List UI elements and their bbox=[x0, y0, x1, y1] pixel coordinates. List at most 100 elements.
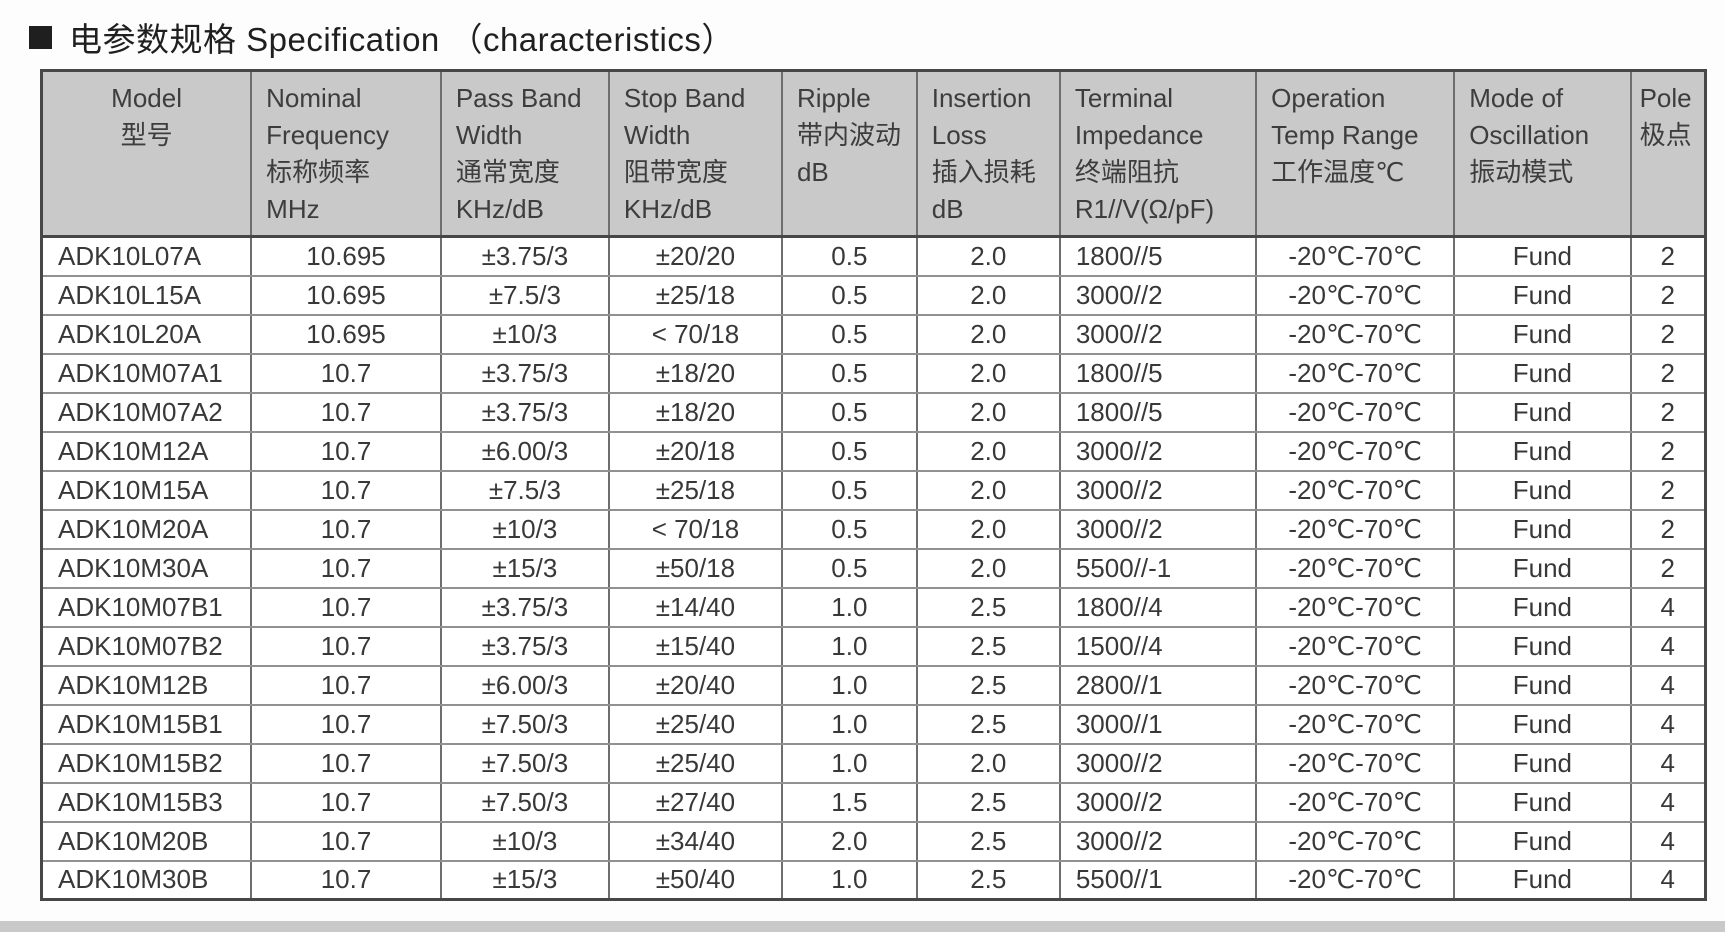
cell-mode-of-oscillation: Fund bbox=[1453, 664, 1632, 706]
column-header-line: 带内波动 bbox=[796, 120, 901, 150]
cell-model: ADK10M20B bbox=[40, 820, 253, 862]
cell-model: ADK10M12B bbox=[40, 664, 253, 706]
cell-stop-band-width: ±15/40 bbox=[607, 625, 783, 667]
cell-nominal-frequency: 10.7 bbox=[250, 781, 442, 823]
cell-pass-band-width: ±7.50/3 bbox=[439, 781, 610, 823]
cell-nominal-frequency: 10.7 bbox=[250, 352, 442, 394]
cell-ripple: 0.5 bbox=[780, 547, 918, 589]
cell-nominal-frequency: 10.7 bbox=[250, 547, 442, 589]
cell-ripple: 1.0 bbox=[780, 703, 918, 745]
cell-insertion-loss: 2.0 bbox=[915, 391, 1061, 433]
cell-stop-band-width: ±34/40 bbox=[607, 820, 783, 862]
column-header-line: Loss bbox=[931, 120, 987, 150]
cell-mode-of-oscillation: Fund bbox=[1453, 391, 1632, 433]
cell-ripple: 0.5 bbox=[780, 430, 918, 472]
column-header-operation-temp-range: Operation Temp Range 工作温度℃ bbox=[1255, 69, 1456, 238]
cell-insertion-loss: 2.5 bbox=[915, 625, 1061, 667]
column-header-line: Mode of bbox=[1469, 83, 1564, 113]
cell-model: ADK10M15B2 bbox=[40, 742, 253, 784]
cell-operation-temp-range: -20℃-70℃ bbox=[1255, 742, 1456, 784]
cell-operation-temp-range: -20℃-70℃ bbox=[1255, 625, 1456, 667]
cell-ripple: 2.0 bbox=[780, 820, 918, 862]
column-header-line: 标称频率 bbox=[266, 157, 371, 187]
cell-terminal-impedance: 3000//2 bbox=[1058, 781, 1258, 823]
table-row: ADK10M07A2 10.7 ±3.75/3 ±18/20 0.5 2.0 1800//5… bbox=[40, 391, 1707, 433]
cell-operation-temp-range: -20℃-70℃ bbox=[1255, 313, 1456, 355]
cell-mode-of-oscillation: Fund bbox=[1453, 235, 1632, 277]
cell-insertion-loss: 2.5 bbox=[915, 820, 1061, 862]
cell-operation-temp-range: -20℃-70℃ bbox=[1255, 508, 1456, 550]
column-header-line: Width bbox=[455, 120, 523, 150]
column-header-line: Pole bbox=[1639, 83, 1692, 113]
column-header-stop-band-width: Stop Band Width 阻带宽度 KHz/dB bbox=[607, 69, 783, 238]
cell-nominal-frequency: 10.7 bbox=[250, 820, 442, 862]
column-header-line: 终端阻抗 bbox=[1074, 157, 1179, 187]
cell-ripple: 1.0 bbox=[780, 742, 918, 784]
specification-table: Model 型号 Nominal Frequency 标称频率 MHz Pass Band W… bbox=[40, 69, 1707, 901]
cell-pass-band-width: ±15/3 bbox=[439, 859, 610, 901]
column-header-line: R1//V(Ω/pF) bbox=[1074, 194, 1215, 224]
cell-terminal-impedance: 5500//1 bbox=[1058, 859, 1258, 901]
column-header-insertion-loss: Insertion Loss 插入损耗 dB bbox=[915, 69, 1061, 238]
cell-pass-band-width: ±7.50/3 bbox=[439, 742, 610, 784]
cell-pass-band-width: ±3.75/3 bbox=[439, 235, 610, 277]
cell-ripple: 1.0 bbox=[780, 859, 918, 901]
cell-nominal-frequency: 10.7 bbox=[250, 664, 442, 706]
column-header-line: Model bbox=[111, 83, 182, 113]
cell-ripple: 0.5 bbox=[780, 235, 918, 277]
cell-nominal-frequency: 10.7 bbox=[250, 469, 442, 511]
cell-stop-band-width: ±20/40 bbox=[607, 664, 783, 706]
column-header-line: Temp Range bbox=[1271, 120, 1419, 150]
cell-model: ADK10M07A2 bbox=[40, 391, 253, 433]
cell-mode-of-oscillation: Fund bbox=[1453, 469, 1632, 511]
cell-terminal-impedance: 1800//5 bbox=[1058, 235, 1258, 277]
cell-pole: 4 bbox=[1629, 820, 1707, 862]
table-row: ADK10M07A1 10.7 ±3.75/3 ±18/20 0.5 2.0 1800//5… bbox=[40, 352, 1707, 394]
cell-insertion-loss: 2.5 bbox=[915, 859, 1061, 901]
cell-ripple: 0.5 bbox=[780, 313, 918, 355]
cell-insertion-loss: 2.5 bbox=[915, 781, 1061, 823]
cell-model: ADK10L07A bbox=[40, 235, 253, 277]
table-row: ADK10L15A 10.695 ±7.5/3 ±25/18 0.5 2.0 3000//2… bbox=[40, 274, 1707, 316]
column-header-line: Impedance bbox=[1074, 120, 1204, 150]
cell-operation-temp-range: -20℃-70℃ bbox=[1255, 547, 1456, 589]
cell-model: ADK10M30A bbox=[40, 547, 253, 589]
cell-pole: 2 bbox=[1629, 274, 1707, 316]
cell-mode-of-oscillation: Fund bbox=[1453, 859, 1632, 901]
cell-operation-temp-range: -20℃-70℃ bbox=[1255, 274, 1456, 316]
cell-pole: 2 bbox=[1629, 313, 1707, 355]
cell-terminal-impedance: 1800//5 bbox=[1058, 352, 1258, 394]
cell-insertion-loss: 2.5 bbox=[915, 586, 1061, 628]
cell-nominal-frequency: 10.7 bbox=[250, 703, 442, 745]
column-header-line: 振动模式 bbox=[1469, 157, 1574, 187]
column-header-line: dB bbox=[931, 194, 964, 224]
cell-pole: 2 bbox=[1629, 430, 1707, 472]
cell-nominal-frequency: 10.7 bbox=[250, 430, 442, 472]
cell-mode-of-oscillation: Fund bbox=[1453, 820, 1632, 862]
cell-nominal-frequency: 10.7 bbox=[250, 742, 442, 784]
cell-pole: 2 bbox=[1629, 235, 1707, 277]
cell-stop-band-width: ±25/40 bbox=[607, 703, 783, 745]
column-header-line: Frequency bbox=[266, 120, 389, 150]
cell-operation-temp-range: -20℃-70℃ bbox=[1255, 820, 1456, 862]
cell-pole: 4 bbox=[1629, 664, 1707, 706]
cell-terminal-impedance: 3000//2 bbox=[1058, 508, 1258, 550]
column-header-line: Terminal bbox=[1074, 83, 1174, 113]
cell-pole: 2 bbox=[1629, 469, 1707, 511]
cell-stop-band-width: ±50/18 bbox=[607, 547, 783, 589]
table-row: ADK10M07B2 10.7 ±3.75/3 ±15/40 1.0 2.5 1500//4… bbox=[40, 625, 1707, 667]
cell-insertion-loss: 2.5 bbox=[915, 703, 1061, 745]
cell-nominal-frequency: 10.7 bbox=[250, 391, 442, 433]
cell-stop-band-width: ±14/40 bbox=[607, 586, 783, 628]
column-header-line: Oscillation bbox=[1469, 120, 1590, 150]
cell-mode-of-oscillation: Fund bbox=[1453, 625, 1632, 667]
cell-nominal-frequency: 10.7 bbox=[250, 508, 442, 550]
cell-nominal-frequency: 10.695 bbox=[250, 313, 442, 355]
cell-terminal-impedance: 3000//2 bbox=[1058, 430, 1258, 472]
header-row: Model 型号 Nominal Frequency 标称频率 MHz Pass Band W… bbox=[40, 69, 1707, 238]
cell-operation-temp-range: -20℃-70℃ bbox=[1255, 859, 1456, 901]
cell-terminal-impedance: 3000//1 bbox=[1058, 703, 1258, 745]
cell-insertion-loss: 2.0 bbox=[915, 313, 1061, 355]
cell-stop-band-width: ±20/18 bbox=[607, 430, 783, 472]
cell-stop-band-width: ±25/18 bbox=[607, 274, 783, 316]
